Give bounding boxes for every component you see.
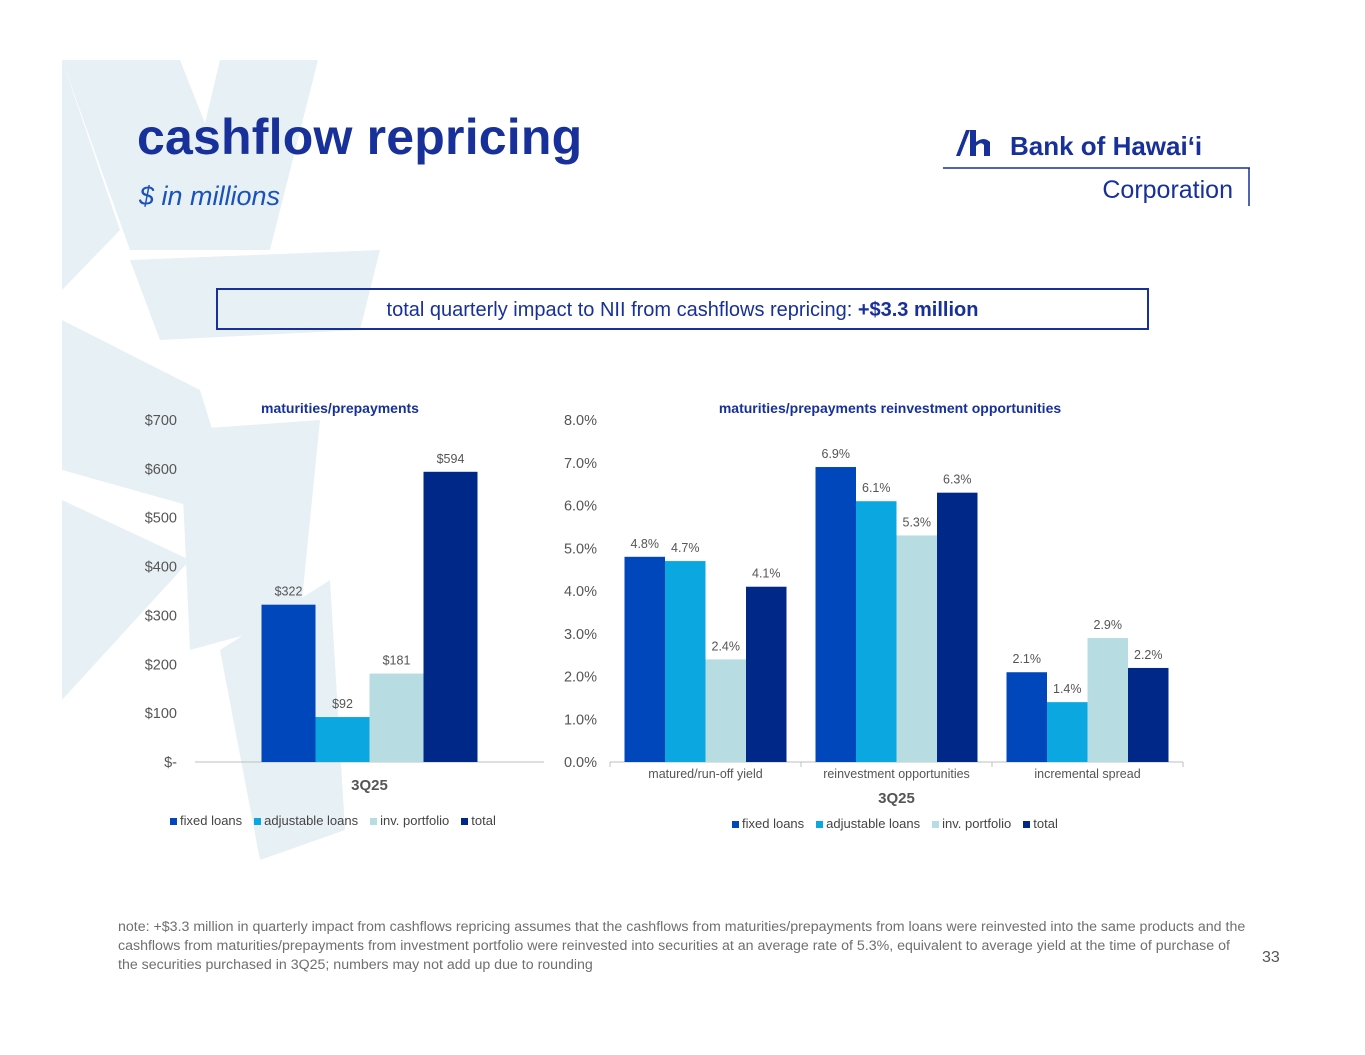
x-category-label: reinvestment opportunities bbox=[823, 767, 970, 781]
impact-value: +$3.3 million bbox=[857, 299, 979, 321]
legend-swatch bbox=[461, 818, 469, 825]
legend-swatch bbox=[816, 821, 824, 828]
chart-title: maturities/prepayments bbox=[261, 400, 419, 416]
page-number: 33 bbox=[1262, 949, 1280, 966]
legend-swatch bbox=[370, 818, 378, 825]
bar-adjustable-loans-reinvestment-opportunities bbox=[856, 501, 897, 762]
data-label: 4.7% bbox=[671, 541, 700, 555]
data-label: $181 bbox=[383, 654, 411, 668]
bar-adjustable-loans-incremental-spread bbox=[1047, 702, 1088, 762]
y-tick-label: 1.0% bbox=[564, 712, 597, 728]
footnote: note: +$3.3 million in quarterly impact … bbox=[118, 919, 1246, 973]
y-tick-label: 7.0% bbox=[564, 456, 597, 472]
y-tick-label: 8.0% bbox=[564, 413, 597, 429]
data-label: 6.3% bbox=[943, 473, 972, 487]
bar-adjustable-loans-matured-run-off-yield bbox=[665, 561, 706, 762]
y-tick-label: $300 bbox=[145, 608, 177, 624]
legend-label: inv. portfolio bbox=[380, 813, 450, 828]
data-label: 1.4% bbox=[1053, 682, 1082, 696]
bar-inv-portfolio-matured-run-off-yield bbox=[705, 659, 746, 762]
y-tick-label: 3.0% bbox=[564, 627, 597, 643]
data-label: 2.1% bbox=[1013, 652, 1042, 666]
legend-swatch bbox=[254, 818, 262, 825]
legend-label: total bbox=[471, 813, 496, 828]
bar-fixed-loans-incremental-spread bbox=[1006, 672, 1047, 762]
bar-inv-portfolio-reinvestment-opportunities bbox=[896, 535, 937, 762]
bar-fixed-loans-matured-run-off-yield bbox=[624, 556, 665, 762]
y-tick-label: $200 bbox=[145, 657, 177, 673]
y-tick-label: $- bbox=[164, 755, 177, 771]
x-category-label: matured/run-off yield bbox=[648, 767, 762, 781]
page-subtitle: $ in millions bbox=[139, 181, 281, 211]
bar-fixed-loans-reinvestment-opportunities bbox=[815, 467, 856, 762]
x-category-label: incremental spread bbox=[1034, 767, 1140, 781]
chart1-legend: fixed loans adjustable loans inv. portfoli… bbox=[170, 813, 508, 828]
data-label: $92 bbox=[332, 697, 353, 711]
data-label: 5.3% bbox=[903, 515, 932, 529]
legend-swatch bbox=[1023, 821, 1031, 828]
y-tick-label: $700 bbox=[145, 413, 177, 429]
legend-item-fixed-loans: fixed loans bbox=[732, 816, 804, 831]
y-tick-label: 2.0% bbox=[564, 670, 597, 686]
legend-label: adjustable loans bbox=[826, 816, 921, 831]
y-tick-label: $100 bbox=[145, 706, 177, 722]
bar-fixed-loans-3q25 bbox=[261, 604, 316, 762]
data-label: 2.2% bbox=[1134, 648, 1163, 662]
bar-inv-portfolio-incremental-spread bbox=[1087, 638, 1128, 762]
legend-label: inv. portfolio bbox=[942, 816, 1012, 831]
y-tick-label: 6.0% bbox=[564, 499, 597, 515]
legend-swatch bbox=[170, 818, 177, 825]
legend-label: adjustable loans bbox=[264, 813, 359, 828]
logo-name: Bank of Hawai‘i bbox=[1010, 131, 1202, 161]
data-label: 2.9% bbox=[1094, 618, 1123, 632]
bar-adjustable-loans-3q25 bbox=[315, 717, 370, 762]
data-label: 6.1% bbox=[862, 481, 891, 495]
x-axis-title: 3Q25 bbox=[351, 777, 388, 794]
data-label: 6.9% bbox=[822, 447, 851, 461]
y-tick-label: $400 bbox=[145, 560, 177, 576]
y-tick-label: $600 bbox=[145, 462, 177, 478]
y-tick-label: 0.0% bbox=[564, 755, 597, 771]
legend-item-total: total bbox=[1023, 816, 1058, 831]
x-axis-title: 3Q25 bbox=[878, 790, 915, 807]
logo-mark-icon bbox=[956, 130, 990, 156]
data-label: 4.1% bbox=[752, 567, 781, 581]
legend-item-adjustable-loans: adjustable loans bbox=[254, 813, 358, 828]
legend-label: fixed loans bbox=[180, 813, 243, 828]
page-title: cashflow repricing bbox=[137, 109, 583, 165]
impact-callout: total quarterly impact to NII from cashf… bbox=[216, 288, 1149, 330]
bar-inv-portfolio-3q25 bbox=[369, 673, 424, 762]
chart-title: maturities/prepayments reinvestment oppo… bbox=[719, 400, 1062, 416]
bar-total-incremental-spread bbox=[1128, 667, 1169, 762]
data-label: 4.8% bbox=[631, 537, 660, 551]
legend-item-inv-portfolio: inv. portfolio bbox=[932, 816, 1011, 831]
legend-label: total bbox=[1033, 816, 1058, 831]
legend-swatch bbox=[932, 821, 940, 828]
y-tick-label: 5.0% bbox=[564, 541, 597, 557]
bar-total-matured-run-off-yield bbox=[746, 586, 787, 762]
y-tick-label: 4.0% bbox=[564, 584, 597, 600]
legend-swatch bbox=[732, 821, 739, 828]
data-label: $594 bbox=[437, 452, 465, 466]
bank-logo: Bank of Hawai‘i Corporation bbox=[943, 130, 1250, 206]
bar-total-reinvestment-opportunities bbox=[937, 492, 978, 762]
data-label: $322 bbox=[275, 585, 303, 599]
y-tick-label: $500 bbox=[145, 511, 177, 527]
background-decoration bbox=[62, 60, 380, 860]
legend-item-total: total bbox=[461, 813, 496, 828]
impact-text: total quarterly impact to NII from cashf… bbox=[386, 299, 858, 321]
chart2-legend: fixed loans adjustable loans inv. portfoli… bbox=[732, 816, 1070, 831]
bar-total-3q25 bbox=[423, 471, 478, 762]
logo-subtitle: Corporation bbox=[1102, 176, 1233, 204]
legend-item-fixed-loans: fixed loans bbox=[170, 813, 242, 828]
legend-item-adjustable-loans: adjustable loans bbox=[816, 816, 920, 831]
legend-label: fixed loans bbox=[742, 816, 805, 831]
data-label: 2.4% bbox=[712, 639, 741, 653]
legend-item-inv-portfolio: inv. portfolio bbox=[370, 813, 449, 828]
